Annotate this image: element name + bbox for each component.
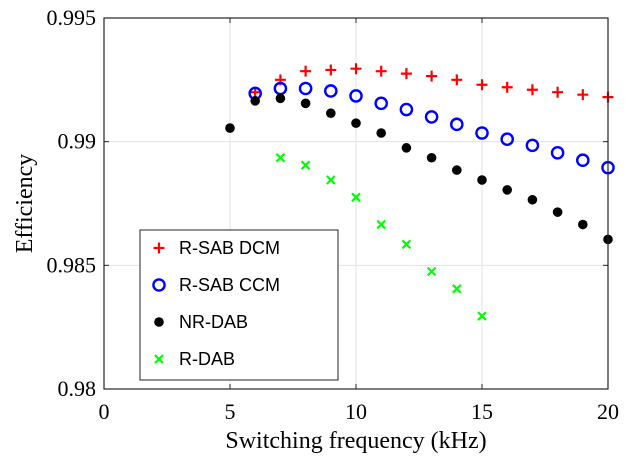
data-point — [527, 194, 538, 205]
legend-marker — [154, 354, 164, 364]
data-point — [275, 93, 286, 104]
data-point — [400, 68, 412, 80]
y-tick-label: 0.995 — [47, 5, 97, 30]
data-point — [552, 86, 564, 98]
data-point — [501, 81, 513, 93]
x-tick-label: 5 — [225, 399, 236, 424]
data-point — [500, 132, 515, 146]
series-r-sab-dcm — [249, 63, 614, 103]
series-nr-dab — [225, 93, 613, 245]
data-point — [449, 117, 464, 132]
legend-item: R-DAB — [154, 349, 235, 369]
data-point — [578, 219, 588, 230]
series-r-dab — [275, 152, 487, 321]
data-point — [452, 284, 462, 294]
y-tick-label: 0.985 — [47, 252, 97, 277]
data-point — [225, 123, 235, 133]
data-point — [452, 165, 462, 175]
legend-box — [139, 229, 339, 381]
data-point — [476, 79, 488, 91]
data-point — [298, 81, 313, 96]
data-point — [351, 118, 361, 128]
legend-marker — [154, 317, 164, 327]
data-point — [451, 74, 463, 86]
x-tick-label: 20 — [597, 399, 619, 424]
y-tick-label: 0.99 — [58, 129, 97, 154]
ticks: 0 5 10 15 20 0.98 0.985 0.99 0.995 — [47, 5, 620, 424]
series-r-sab-ccm — [248, 81, 615, 175]
data-point — [376, 219, 386, 230]
data-point — [351, 192, 361, 203]
data-point — [550, 145, 565, 160]
data-point — [426, 152, 437, 163]
data-point — [325, 64, 337, 76]
x-axis-title: Switching frequency (kHz) — [225, 428, 486, 454]
data-point — [375, 65, 387, 77]
data-point — [477, 311, 487, 321]
legend-marker — [153, 242, 165, 254]
data-point — [552, 207, 563, 217]
data-point — [399, 102, 414, 117]
data-point — [300, 65, 312, 77]
legend-label: R-SAB CCM — [179, 275, 280, 295]
data-point — [401, 239, 412, 250]
data-point — [326, 108, 336, 119]
data-point — [275, 152, 286, 163]
legend-label: R-SAB DCM — [179, 238, 280, 258]
data-point — [401, 143, 412, 153]
data-point — [323, 84, 338, 98]
legend-marker — [152, 278, 166, 292]
legend-label: R-DAB — [179, 349, 235, 369]
y-tick-label: 0.98 — [58, 376, 97, 401]
data-point — [502, 185, 512, 195]
data-point — [526, 84, 538, 96]
data-point — [576, 153, 590, 168]
data-point — [426, 70, 438, 82]
data-point — [577, 89, 589, 101]
y-axis-title: Efficiency — [12, 154, 38, 254]
data-point — [300, 160, 311, 170]
data-point — [374, 96, 389, 111]
data-point — [475, 126, 489, 140]
data-point — [525, 138, 540, 153]
data-point — [349, 89, 363, 103]
data-points — [225, 63, 615, 321]
legend-item: NR-DAB — [154, 312, 248, 332]
data-point — [326, 175, 336, 185]
legend-item: R-SAB CCM — [152, 275, 280, 295]
data-point — [350, 63, 362, 75]
data-point — [477, 175, 487, 185]
x-tick-label: 15 — [471, 399, 493, 424]
x-tick-label: 10 — [345, 399, 367, 424]
data-point — [426, 266, 437, 277]
legend-label: NR-DAB — [179, 312, 248, 332]
data-point — [376, 128, 387, 138]
data-point — [300, 98, 311, 109]
legend-item: R-SAB DCM — [153, 238, 280, 258]
data-point — [250, 96, 260, 106]
legend: R-SAB DCM R-SAB CCM NR-DAB R-DAB — [139, 229, 339, 381]
x-tick-label: 0 — [99, 399, 110, 424]
data-point — [424, 110, 439, 124]
